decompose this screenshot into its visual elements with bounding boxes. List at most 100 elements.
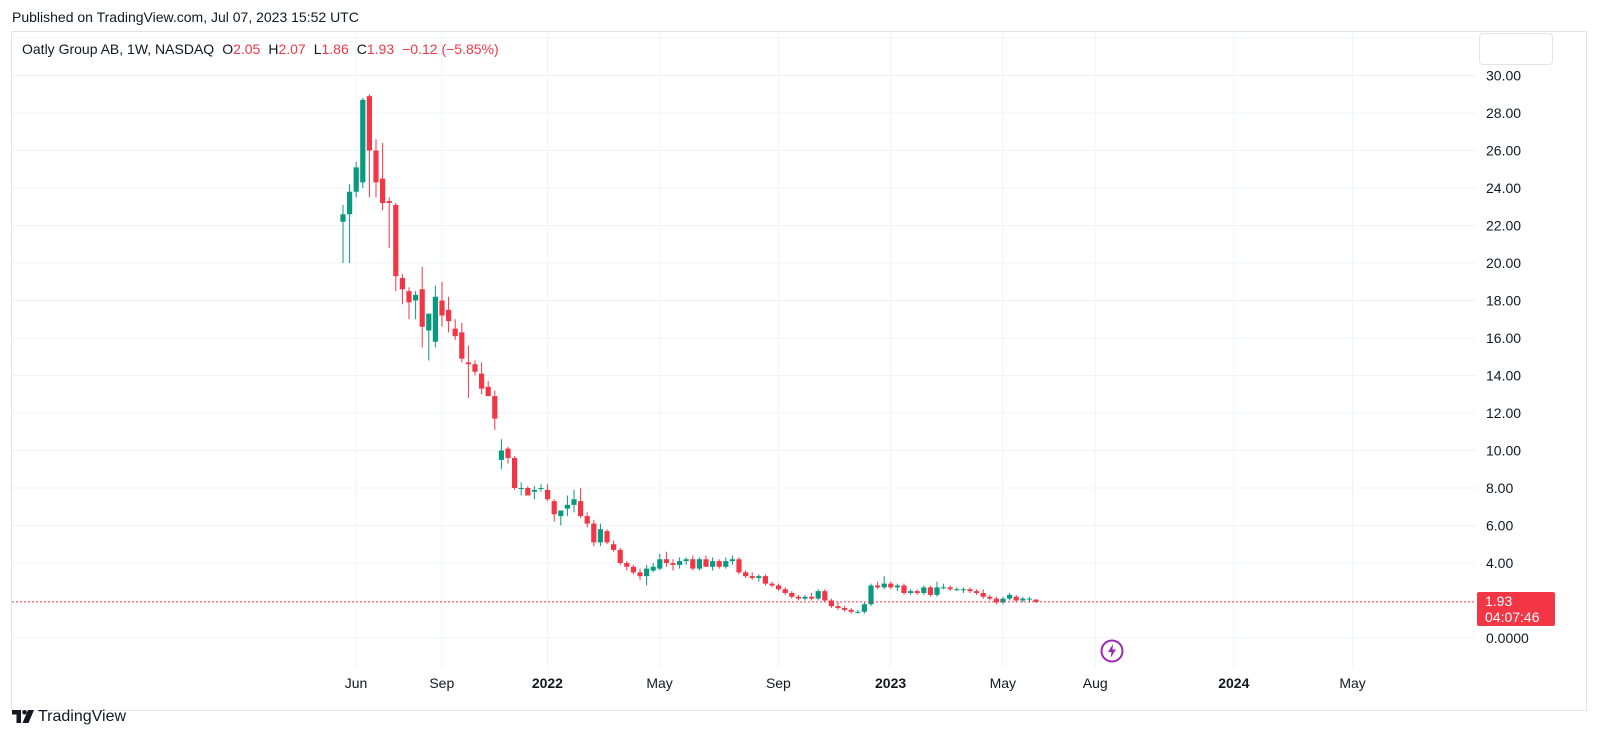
candle-body [822, 591, 828, 601]
candle-body [835, 606, 841, 608]
x-tick-label: May [1339, 675, 1365, 691]
candle [848, 608, 854, 614]
candle [1007, 593, 1013, 601]
y-tick-label: 20.00 [1486, 255, 1521, 271]
candle-body [908, 591, 914, 593]
candle [716, 559, 722, 569]
y-tick-label: 14.00 [1486, 368, 1521, 384]
candle-body [974, 591, 980, 593]
candle-body [591, 523, 597, 543]
footer-brand[interactable]: TradingView [12, 708, 126, 726]
candle-body [993, 598, 999, 603]
candle [617, 548, 623, 565]
candle-body [413, 294, 419, 301]
chart-settings-box[interactable] [1479, 33, 1553, 65]
candle-body [716, 561, 722, 567]
candle [531, 486, 537, 500]
candle-body [637, 572, 643, 577]
candle-body [690, 559, 696, 569]
candle [399, 274, 405, 305]
footer-brand-label: TradingView [38, 708, 127, 725]
candle [974, 589, 980, 595]
candle [604, 529, 610, 545]
candle-body [419, 289, 425, 327]
candle-body [947, 587, 953, 590]
candle-body [386, 201, 392, 203]
bar-countdown: 04:07:46 [1485, 609, 1540, 625]
candle-body [1026, 598, 1032, 600]
candle [459, 323, 465, 363]
candle-body [696, 559, 702, 569]
candle [954, 587, 960, 592]
candle-body [432, 296, 438, 342]
candle [439, 281, 445, 327]
candle-body [769, 583, 775, 586]
candle [498, 439, 504, 470]
candle [861, 602, 867, 614]
y-axis: 0.0000 4.00 6.00 8.00 10.00 12.00 14.00 16.00 18… [1486, 30, 1529, 646]
candle [591, 519, 597, 547]
candle [795, 594, 801, 601]
candle-body [406, 291, 412, 303]
y-tick-label: 18.00 [1486, 293, 1521, 309]
candle [670, 559, 676, 571]
candle [657, 553, 663, 571]
x-tick-label: May [646, 675, 672, 691]
candle-body [855, 611, 861, 613]
candle [868, 583, 874, 607]
candle [505, 446, 511, 464]
lightning-bolt-icon[interactable] [1100, 639, 1124, 663]
candle [1013, 594, 1019, 603]
candle [677, 557, 683, 569]
candle-body [941, 587, 947, 589]
candle-body [921, 587, 927, 593]
candle-body [677, 561, 683, 565]
candle [353, 161, 359, 198]
candle [525, 486, 531, 496]
candle-body [479, 373, 485, 389]
candle-body [795, 596, 801, 599]
candle-body [360, 99, 366, 183]
candle-body [927, 587, 933, 595]
candle [835, 602, 841, 610]
candle [769, 581, 775, 588]
candle-body [426, 313, 432, 331]
candle-body [657, 559, 663, 569]
candle [347, 184, 353, 263]
candle [538, 484, 544, 492]
candle-body [393, 204, 399, 277]
x-axis: Jun Sep 2022 May Sep 2023 May Aug 2024 May [345, 675, 1366, 691]
candle-body [663, 559, 669, 563]
candle [710, 557, 716, 571]
candle-body [960, 589, 966, 591]
candle [597, 523, 603, 547]
candle-body [1020, 598, 1026, 601]
candle [842, 606, 848, 612]
candle-body [723, 561, 729, 567]
candle-body [828, 600, 834, 607]
candle [360, 98, 366, 188]
y-tick-label: 4.00 [1486, 555, 1513, 571]
candle [934, 581, 940, 597]
candle [551, 499, 557, 522]
x-tick-label: Jun [345, 675, 368, 691]
candle-body [650, 566, 656, 571]
candle-body [492, 396, 498, 419]
candle [366, 94, 372, 198]
candle-body [842, 608, 848, 610]
candle [452, 319, 458, 340]
candle [941, 583, 947, 590]
candle-body [756, 576, 762, 578]
low-value: 1.86 [321, 41, 349, 57]
candle [875, 581, 881, 590]
candle-body [934, 587, 940, 595]
x-tick-label: 2022 [532, 675, 563, 691]
candle [650, 563, 656, 573]
candle-body [749, 576, 755, 578]
candle-body [901, 585, 907, 593]
candle-body [1033, 599, 1039, 602]
candle [564, 495, 570, 517]
candle-body [762, 576, 768, 584]
candle-body [584, 516, 590, 524]
